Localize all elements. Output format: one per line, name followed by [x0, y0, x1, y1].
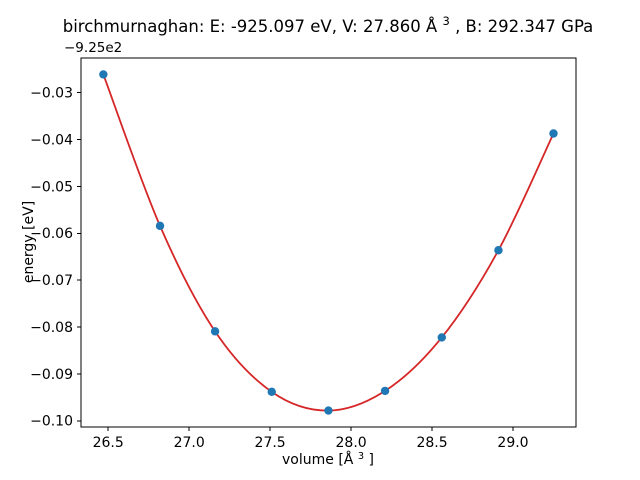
- data-point: [324, 406, 333, 415]
- data-point: [155, 221, 165, 231]
- x-tick-label: 27.5: [255, 435, 286, 451]
- data-point: [99, 70, 108, 79]
- plot-area: 26.5 27.0 27.5 28.0 28.5 29.0 −0.03 −0.04 −0.05 −…: [30, 57, 577, 451]
- y-tick-label: −0.04: [30, 132, 73, 148]
- chart-title-tail: , B: 292.347 GPa: [455, 17, 593, 36]
- chart-title-main: birchmurnaghan: E: -925.097 eV, V: 27.86…: [63, 17, 438, 36]
- x-axis-label: volume [Å 3 ]: [282, 447, 374, 468]
- data-point: [494, 246, 503, 255]
- y-axis-label: energy [eV]: [21, 201, 37, 283]
- x-tick-label: 27.0: [174, 435, 205, 451]
- y-axis-offset-label: −9.25e2: [64, 40, 122, 56]
- data-point: [380, 386, 390, 396]
- chart-title-superscript: 3: [442, 14, 449, 28]
- fit-curve: [102, 73, 555, 412]
- data-point: [210, 327, 220, 336]
- x-axis-label-main: volume [Å: [282, 451, 354, 468]
- axes-frame: [80, 57, 577, 428]
- x-tick-label: 29.0: [497, 435, 528, 451]
- y-tick-label: −0.07: [30, 273, 73, 289]
- y-tick-label: −0.10: [30, 414, 73, 430]
- x-axis-label-tail: ]: [369, 452, 374, 468]
- chart-title: birchmurnaghan: E: -925.097 eV, V: 27.86…: [63, 10, 594, 36]
- x-tick-label: 28.5: [416, 435, 447, 451]
- x-axis-label-superscript: 3: [358, 451, 364, 462]
- y-tick-label: −0.08: [30, 320, 73, 336]
- data-point: [549, 129, 558, 138]
- data-point: [267, 387, 276, 397]
- y-tick-label: −0.03: [30, 85, 73, 101]
- y-tick-label: −0.05: [30, 179, 73, 195]
- data-point: [437, 333, 446, 342]
- x-tick-label: 26.5: [93, 435, 124, 451]
- y-tick-label: −0.06: [30, 226, 73, 242]
- x-tick-label: 28.0: [336, 435, 367, 451]
- y-tick-label: −0.09: [30, 367, 73, 383]
